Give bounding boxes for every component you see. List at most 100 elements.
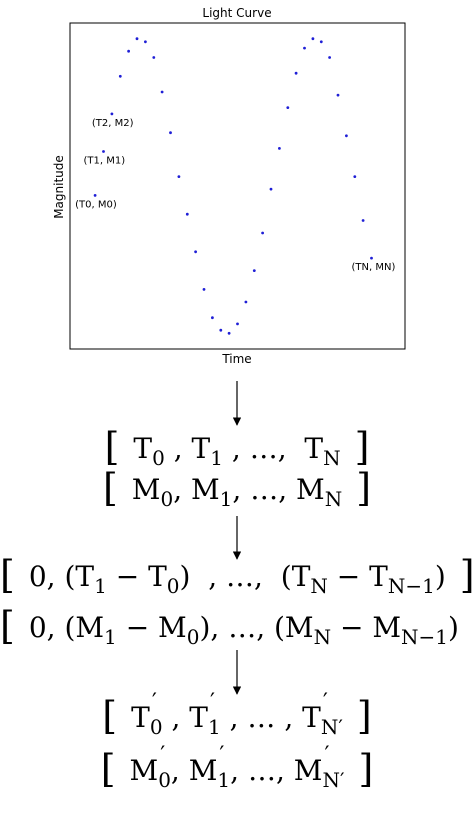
- ellipsis: …: [226, 560, 255, 593]
- subscript: 1: [210, 446, 223, 470]
- comma: ,: [173, 432, 183, 465]
- paren: ): [434, 560, 446, 593]
- zero-term: 0,: [28, 560, 56, 593]
- close-bracket: ]: [358, 747, 374, 791]
- data-point-15: [211, 316, 214, 320]
- data-point-8: [152, 56, 156, 59]
- data-point-24: [286, 106, 290, 109]
- time-difference-equation: [ 0, (T1 − T0) , …, (TN − TN−1) ]: [0, 553, 474, 597]
- data-point-32: [353, 175, 357, 179]
- data-point-20: [252, 269, 256, 272]
- term: M: [129, 754, 159, 787]
- comma: ,: [232, 473, 242, 506]
- comma: ,: [277, 432, 287, 465]
- comma: ,: [230, 754, 240, 787]
- paren: ): [179, 560, 191, 593]
- subscript: 1: [219, 487, 233, 511]
- data-point-27: [311, 37, 315, 41]
- data-point-6: [135, 37, 139, 41]
- subscript: N: [313, 625, 332, 649]
- subscript: 1: [94, 574, 107, 598]
- data-point-13: [194, 250, 198, 254]
- subscript: N−1: [401, 625, 449, 649]
- comma: ,: [254, 560, 263, 593]
- comma: ,: [256, 611, 266, 644]
- term: T: [189, 701, 208, 734]
- subscript: N′: [322, 768, 345, 792]
- close-bracket: ]: [356, 694, 372, 738]
- paren: ): [448, 611, 459, 644]
- subscript: N−1: [387, 574, 435, 598]
- data-point-7: [144, 40, 147, 44]
- subscript: 0: [152, 446, 165, 470]
- resampled-magnitude-equation: [ M ′ 0, M ′ 1, …, M ′ N′ ]: [0, 745, 474, 791]
- data-point-34: [370, 256, 373, 260]
- close-bracket: ]: [459, 553, 474, 597]
- close-bracket: ]: [473, 604, 474, 648]
- subscript: 0: [160, 487, 174, 511]
- point-annotations: (T0, M0) (T1, M1) (T2, M2) (TN, MN): [75, 118, 395, 273]
- data-point-31: [345, 134, 348, 138]
- data-point-1: [93, 194, 97, 197]
- subscript: 1: [104, 625, 117, 649]
- term: M: [188, 754, 218, 787]
- ellipsis: …: [249, 432, 278, 465]
- annotation-label-4: (TN, MN): [352, 262, 396, 273]
- comma: ,: [173, 473, 183, 506]
- subscript: 0: [166, 574, 180, 598]
- prime: ′: [151, 690, 157, 715]
- subscript: N: [323, 446, 341, 470]
- ellipsis: …: [228, 611, 257, 644]
- plot-frame: [69, 22, 406, 350]
- data-point-14: [202, 288, 206, 291]
- zero-term: 0,: [28, 611, 56, 644]
- data-point-23: [278, 147, 281, 150]
- prime: ′: [209, 690, 215, 715]
- data-point-33: [361, 219, 365, 222]
- prime: ′: [219, 743, 225, 768]
- term: T: [131, 701, 150, 734]
- diff-minus: − T: [115, 560, 167, 593]
- light-curve-chart: Light Curve Time Magnitude (T0, M0) (T1, …: [52, 6, 406, 366]
- y-axis-label: Magnitude: [52, 155, 66, 219]
- data-point-22: [269, 187, 273, 191]
- close-bracket: ]: [356, 466, 372, 510]
- diff-minus: − M: [125, 611, 187, 644]
- resampled-time-equation: [ T ′ 0 , T ′ 1 , … , T ′ N′ ]: [0, 692, 474, 738]
- subscript: 1: [207, 715, 221, 739]
- diff-term: (T: [64, 560, 95, 593]
- comma: ,: [278, 473, 288, 506]
- term: M: [293, 754, 323, 787]
- annotation-label-3: (T2, M2): [92, 118, 134, 129]
- term: M: [191, 473, 220, 506]
- ellipsis: …: [247, 701, 276, 734]
- term: T: [133, 432, 153, 465]
- subscript: N: [310, 574, 328, 598]
- data-points: [93, 37, 373, 335]
- subscript: 0: [186, 625, 200, 649]
- comma: ,: [208, 560, 218, 593]
- data-point-9: [160, 90, 164, 94]
- comma: ,: [284, 701, 294, 734]
- prime: ′: [322, 690, 328, 715]
- comma: ,: [229, 701, 239, 734]
- data-point-12: [185, 212, 189, 216]
- comma: ,: [275, 754, 285, 787]
- data-point-3: [110, 112, 114, 116]
- data-point-30: [336, 93, 340, 97]
- diff-minus: − T: [336, 560, 388, 593]
- data-point-25: [294, 71, 298, 75]
- x-axis-label: Time: [221, 352, 251, 366]
- prime: ′: [324, 743, 330, 768]
- term: T: [304, 432, 324, 465]
- subscript: 0: [158, 768, 171, 792]
- term: M: [296, 473, 325, 506]
- diff-term: (M: [274, 611, 314, 644]
- term: M: [131, 473, 161, 506]
- open-bracket: [: [102, 466, 118, 510]
- diff-term: (T: [280, 560, 311, 593]
- chart-title: Light Curve: [202, 6, 271, 20]
- term: T: [302, 701, 321, 734]
- data-point-10: [169, 131, 172, 135]
